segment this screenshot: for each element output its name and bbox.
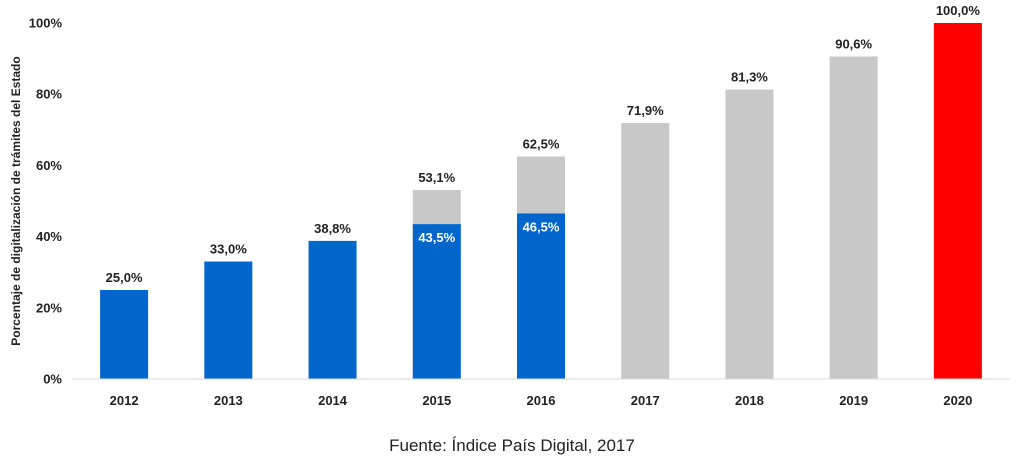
bar-2017 bbox=[621, 123, 670, 379]
data-label-real-2016: 46,5% bbox=[523, 219, 560, 234]
data-label-2016: 62,5% bbox=[523, 137, 560, 152]
y-tick-label: 100% bbox=[29, 16, 63, 31]
y-axis-ticks: 0% 20% 40% 60% 80% 100% bbox=[29, 16, 63, 387]
bar-2014 bbox=[308, 240, 357, 379]
bar-2020 bbox=[933, 23, 982, 379]
bar-2012 bbox=[100, 290, 149, 379]
bar-2019 bbox=[829, 56, 878, 380]
bar-2013 bbox=[204, 261, 253, 379]
y-tick-label: 60% bbox=[36, 158, 62, 173]
data-label-2017: 71,9% bbox=[627, 103, 664, 118]
data-label-2020: 100,0% bbox=[936, 3, 981, 18]
source-note: Fuente: Índice País Digital, 2017 bbox=[389, 436, 635, 455]
data-label-2012: 25,0% bbox=[106, 270, 143, 285]
x-tick-label: 2016 bbox=[527, 393, 556, 408]
x-tick-label: 2013 bbox=[214, 393, 243, 408]
bar-real-2016 bbox=[517, 213, 565, 379]
x-tick-label: 2012 bbox=[110, 393, 139, 408]
data-label-2018: 81,3% bbox=[731, 70, 768, 85]
x-tick-label: 2017 bbox=[631, 393, 660, 408]
bar-chart: Porcentaje de digitalización de trámites… bbox=[9, 3, 1010, 408]
y-tick-label: 40% bbox=[36, 229, 62, 244]
data-label-2014: 38,8% bbox=[314, 221, 351, 236]
bar-real-2015 bbox=[412, 224, 461, 379]
x-tick-label: 2018 bbox=[735, 393, 764, 408]
data-labels: 25,0% 33,0% 38,8% 43,5% 53,1% 46,5% 62,5% 71,9%… bbox=[106, 3, 981, 285]
data-label-2019: 90,6% bbox=[835, 36, 872, 51]
y-tick-label: 80% bbox=[36, 87, 62, 102]
x-tick-label: 2015 bbox=[422, 393, 451, 408]
x-tick-label: 2019 bbox=[839, 393, 868, 408]
y-axis-label: Porcentaje de digitalización de trámites… bbox=[9, 56, 23, 345]
x-tick-label: 2014 bbox=[318, 393, 348, 408]
y-tick-label: 20% bbox=[36, 300, 62, 315]
x-tick-label: 2020 bbox=[943, 393, 972, 408]
data-label-2013: 33,0% bbox=[210, 242, 247, 257]
data-label-real-2015: 43,5% bbox=[418, 230, 455, 245]
data-label-2015: 53,1% bbox=[418, 170, 455, 185]
bars bbox=[100, 23, 982, 380]
y-tick-label: 0% bbox=[43, 372, 62, 387]
bar-2018 bbox=[725, 89, 774, 380]
x-axis-ticks: 2012 2013 2014 2015 2016 2017 2018 2019 2020 bbox=[110, 393, 973, 408]
